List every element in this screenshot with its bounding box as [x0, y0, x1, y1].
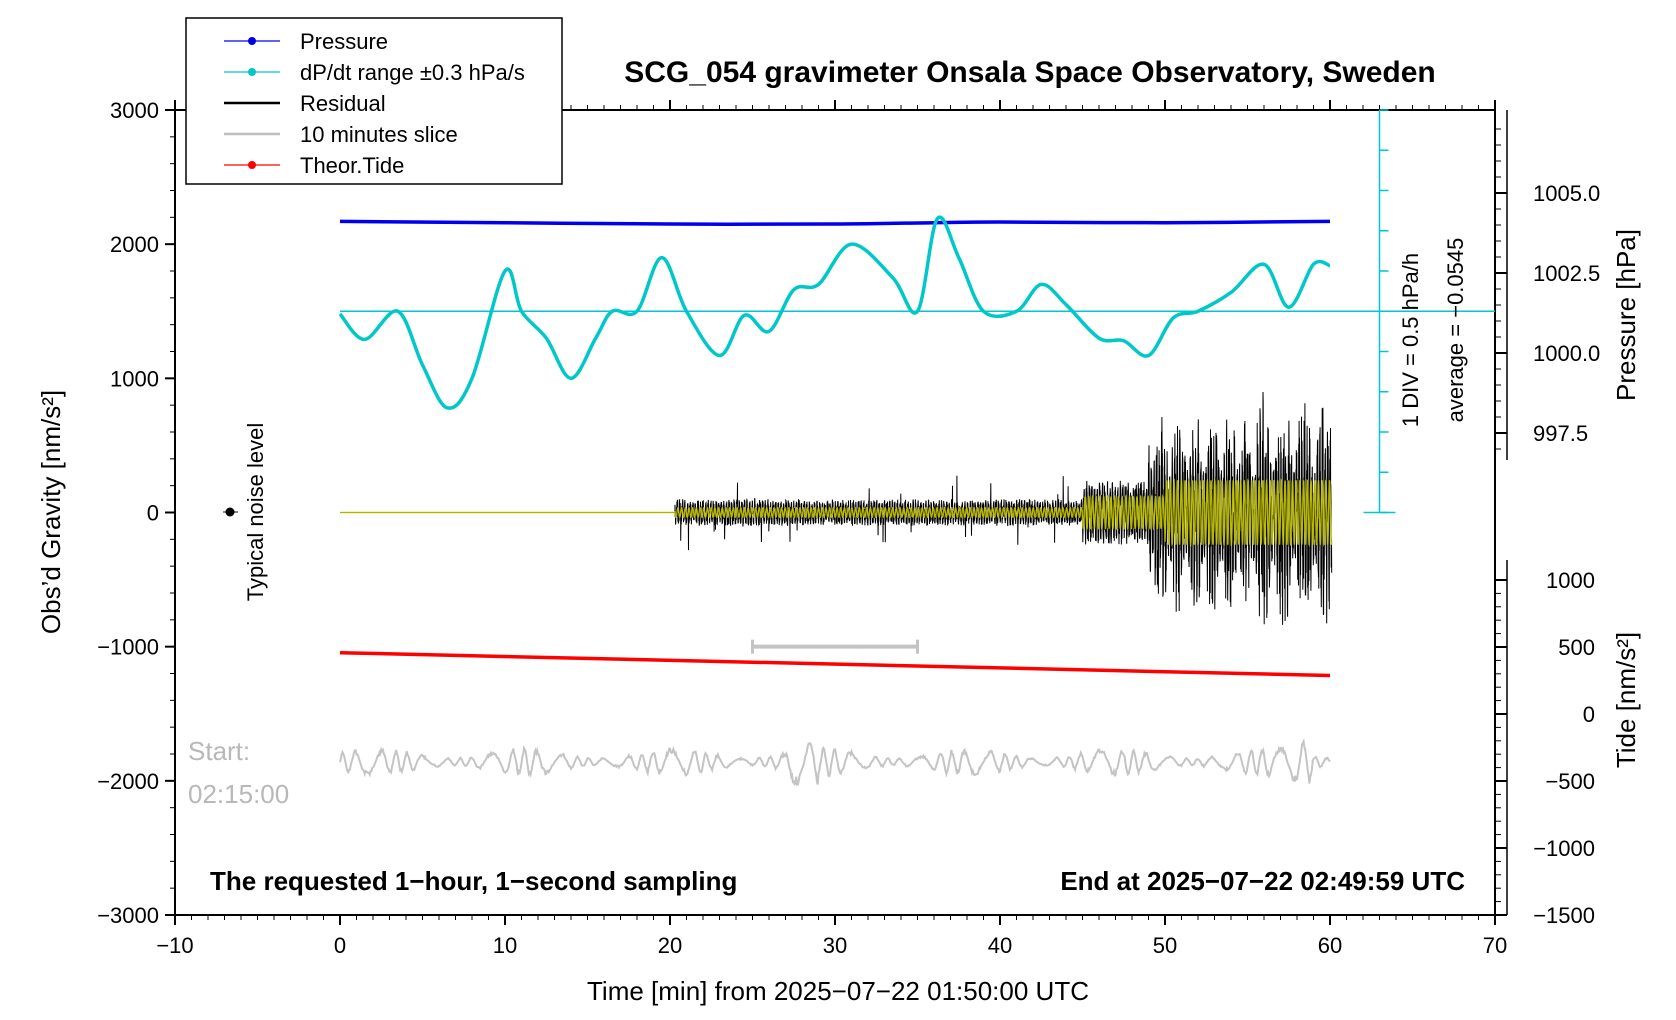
series-layer [338, 215, 1495, 786]
noise-dot [225, 507, 235, 517]
chart-title: SCG_054 gravimeter Onsala Space Observat… [624, 56, 1436, 89]
pressure-axis: 1005.0 1002.5 1000.0 997.5 [1495, 110, 1600, 460]
x-tick-label: 50 [1153, 933, 1177, 958]
y-tick-label: −3000 [97, 903, 159, 928]
pressure-line [339, 219, 1331, 226]
start-time: 02:15:00 [188, 779, 289, 809]
dpdt-line [338, 215, 1331, 410]
tide-line [339, 650, 1331, 678]
tide-tick-label: −500 [1545, 769, 1595, 794]
tide-tick-label: 500 [1558, 635, 1595, 660]
x-tick-label: 0 [334, 933, 346, 958]
pressure-axis-title: Pressure [hPa] [1611, 229, 1641, 401]
y-tick-label: 1000 [110, 366, 159, 391]
tide-tick-label: 1000 [1546, 568, 1595, 593]
noise-marker [223, 507, 238, 517]
legend-label: Residual [300, 91, 386, 116]
dpdt-scale-bar [1363, 109, 1396, 514]
tide-tick-label: −1500 [1533, 903, 1595, 928]
legend-label: Theor.Tide [300, 153, 404, 178]
x-axis: −10 0 10 20 30 40 50 60 70 [156, 915, 1507, 958]
x-tick-label: 10 [493, 933, 517, 958]
x-tick-label: 70 [1483, 933, 1507, 958]
legend-label: Pressure [300, 29, 388, 54]
average-annotation: average = −0.0545 [1443, 238, 1468, 423]
y-axis-left: 3000 2000 1000 0 −1000 −2000 −3000 [97, 98, 175, 928]
legend-box [185, 17, 563, 185]
x-tick-label: 20 [658, 933, 682, 958]
slice-waveform-line [339, 738, 1331, 786]
caption-left: The requested 1−hour, 1−second sampling [210, 866, 737, 896]
legend-marker [248, 37, 256, 45]
legend-label: dP/dt range ±0.3 hPa/s [300, 60, 525, 85]
noise-label: Typical noise level [243, 423, 268, 602]
legend-marker [248, 161, 256, 169]
start-label: Start: [188, 736, 250, 766]
legend: Pressure dP/dt range ±0.3 hPa/s Residual 10… [185, 17, 563, 185]
pressure-tick-label: 1000.0 [1533, 341, 1600, 366]
y-tick-label: 0 [147, 501, 159, 526]
tide-axis: 1000 500 0 −500 −1000 −1500 [1495, 560, 1595, 928]
pressure-tick-label: 1002.5 [1533, 261, 1600, 286]
x-tick-label: −10 [156, 933, 193, 958]
y-axis-left-title: Obs’d Gravity [nm/s²] [36, 390, 66, 634]
pressure-tick-label: 997.5 [1533, 421, 1588, 446]
tide-tick-label: 0 [1583, 702, 1595, 727]
y-tick-label: 3000 [110, 98, 159, 123]
x-tick-label: 30 [823, 933, 847, 958]
x-axis-title: Time [min] from 2025−07−22 01:50:00 UTC [587, 976, 1089, 1006]
x-tick-label: 40 [988, 933, 1012, 958]
div-annotation: 1 DIV = 0.5 hPa/h [1398, 253, 1423, 427]
y-tick-label: 2000 [110, 232, 159, 257]
pressure-tick-label: 1005.0 [1533, 181, 1600, 206]
y-tick-label: −2000 [97, 769, 159, 794]
x-tick-label: 60 [1318, 933, 1342, 958]
legend-label: 10 minutes slice [300, 122, 458, 147]
tide-axis-title: Tide [nm/s²] [1611, 632, 1641, 768]
legend-marker [248, 68, 256, 76]
filtered-yellow-line [340, 477, 1333, 548]
caption-right: End at 2025−07−22 02:49:59 UTC [1060, 866, 1465, 896]
tide-tick-label: −1000 [1533, 836, 1595, 861]
y-tick-label: −1000 [97, 635, 159, 660]
